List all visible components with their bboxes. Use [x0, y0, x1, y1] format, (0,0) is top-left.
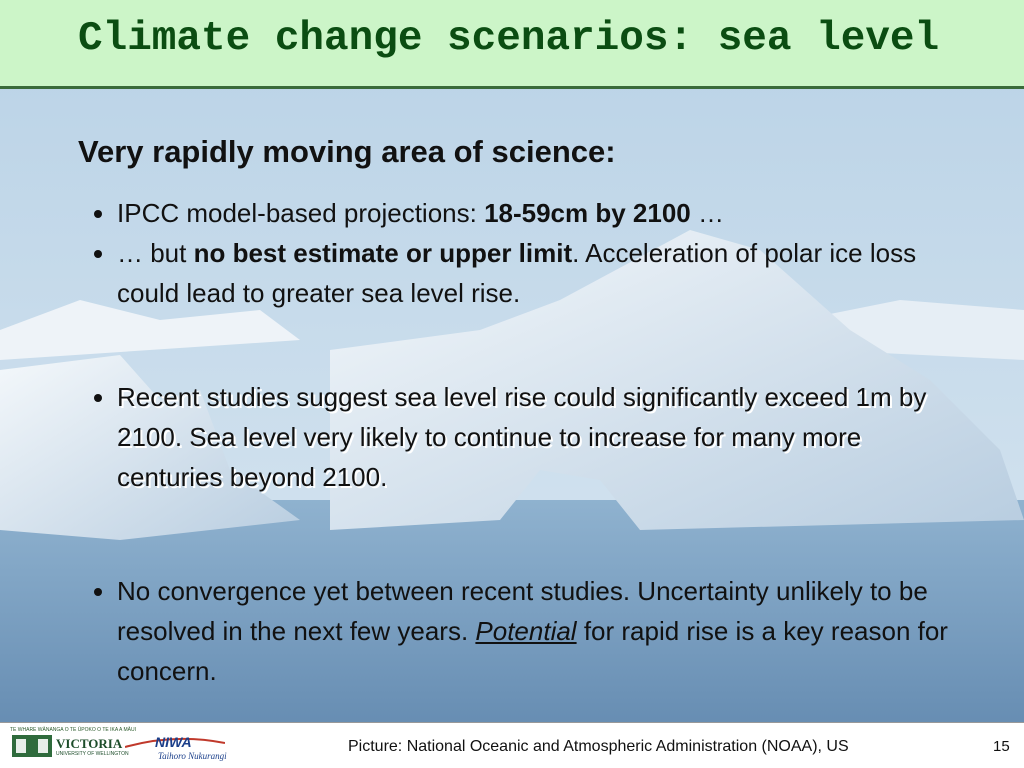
- slide-title: Climate change scenarios: sea level: [78, 16, 940, 62]
- text-run: No convergence yet between recent studie…: [117, 576, 928, 646]
- text-run: Potential: [475, 616, 577, 646]
- crest-icon: [12, 735, 52, 757]
- bullet: No convergence yet between recent studie…: [117, 571, 960, 691]
- university-motto: TE WHARE WĀNANGA O TE ŪPOKO O TE IKA A M…: [10, 727, 136, 733]
- institute-subtitle: Taihoro Nukurangi: [158, 751, 227, 761]
- text-run: … but: [117, 238, 194, 268]
- text-run: …: [690, 198, 725, 228]
- university-name: VICTORIA: [56, 736, 123, 751]
- page-number: 15: [993, 738, 1010, 755]
- university-subtitle: UNIVERSITY OF WELLINGTON: [56, 751, 129, 757]
- text-run: 18-59cm by 2100: [484, 198, 691, 228]
- bullet: Recent studies suggest sea level rise co…: [117, 377, 960, 497]
- bullet: IPCC model-based projections: 18-59cm by…: [117, 193, 960, 233]
- text-run: no best estimate or upper limit: [193, 238, 573, 268]
- niwa-swoosh: [125, 737, 225, 748]
- bullet-list: IPCC model-based projections: 18-59cm by…: [80, 193, 960, 691]
- picture-credit: Picture: National Oceanic and Atmospheri…: [348, 738, 849, 755]
- text-run: . Acceleration of polar ice loss could l…: [117, 238, 917, 308]
- text-run: IPCC model-based projections:: [117, 198, 485, 228]
- footer: TE WHARE WĀNANGA O TE ŪPOKO O TE IKA A M…: [0, 722, 1024, 768]
- bullet: … but no best estimate or upper limit. A…: [117, 233, 960, 313]
- header-bar: Climate change scenarios: sea level: [0, 0, 1024, 89]
- text-run: Recent studies suggest sea level rise co…: [117, 382, 927, 492]
- institute-name: NIWA: [155, 734, 192, 750]
- text-run: for rapid rise is a key reason for conce…: [117, 616, 948, 686]
- heading: Very rapidly moving area of science:: [78, 134, 616, 169]
